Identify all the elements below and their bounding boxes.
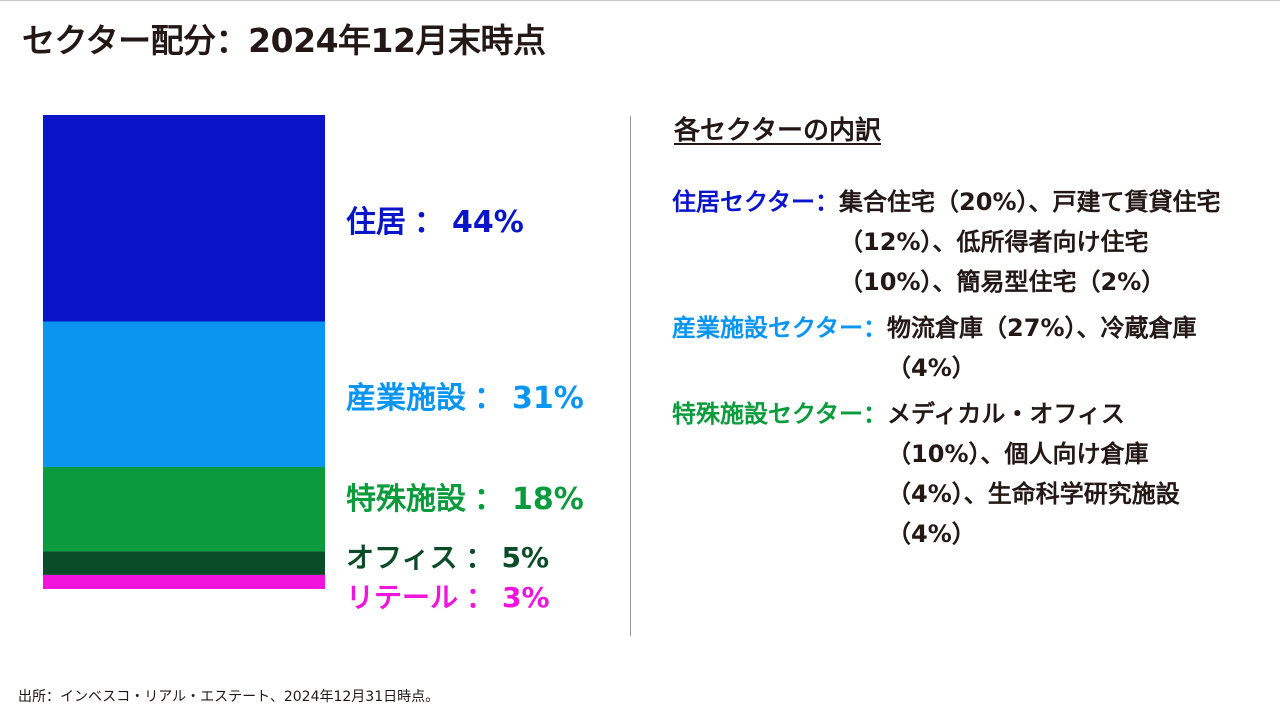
segment-label-special: 特殊施設： 18% [346,474,584,518]
breakdown-label: 特殊施設セクター： [672,400,888,428]
page-title: セクター配分：2024年12月末時点 [22,21,546,60]
bar-segment-office [43,551,325,575]
breakdown-text: メディカル・オフィス（10%）、個人向け倉庫（4%）、生命科学研究施設（4%） [887,400,1180,548]
label-colon: ： [414,205,444,240]
category-label: 住居 [346,205,406,240]
value-label: 18% [512,482,584,517]
label-colon: ： [465,541,494,574]
category-label: 産業施設 [346,381,466,416]
segment-label-industrial: 産業施設： 31% [346,373,584,417]
category-label: 特殊施設 [346,482,466,517]
breakdown-heading: 各セクターの内訳 [674,116,881,146]
vertical-divider [630,116,631,636]
category-label: リテール [346,581,459,614]
source-note: 出所：インベスコ・リアル・エステート、2024年12月31日時点。 [18,689,440,705]
bar-segment-industrial [43,321,325,467]
breakdown-item-special: 特殊施設セクター： メディカル・オフィス（10%）、個人向け倉庫（4%）、生命科… [672,394,1242,554]
breakdown-item-residential: 住居セクター： 集合住宅（20%）、戸建て賃貸住宅（12%）、低所得者向け住宅（… [672,182,1242,302]
category-label: オフィス [346,541,458,574]
segment-label-office: オフィス： 5% [346,536,549,576]
breakdown-item-industrial: 産業施設セクター： 物流倉庫（27%）、冷蔵倉庫（4%） [672,308,1242,388]
label-colon: ： [474,482,504,517]
label-colon: ： [466,581,495,614]
label-colon: ： [474,381,504,416]
value-label: 5% [501,541,550,574]
bar-segment-residential [43,115,325,322]
segment-label-residential: 住居： 44% [346,197,524,241]
breakdown-text: 集合住宅（20%）、戸建て賃貸住宅（12%）、低所得者向け住宅（10%）、簡易型… [839,188,1221,296]
bar-segment-retail [43,574,325,589]
value-label: 3% [502,581,550,614]
breakdown-text: 物流倉庫（27%）、冷蔵倉庫（4%） [887,314,1197,382]
value-label: 31% [512,381,584,416]
bar-segment-special [43,466,325,552]
breakdown-label: 住居セクター： [672,188,840,216]
segment-label-retail: リテール： 3% [346,576,550,616]
value-label: 44% [452,205,524,240]
top-rule [0,0,1280,1]
breakdown-label: 産業施設セクター： [672,314,888,342]
